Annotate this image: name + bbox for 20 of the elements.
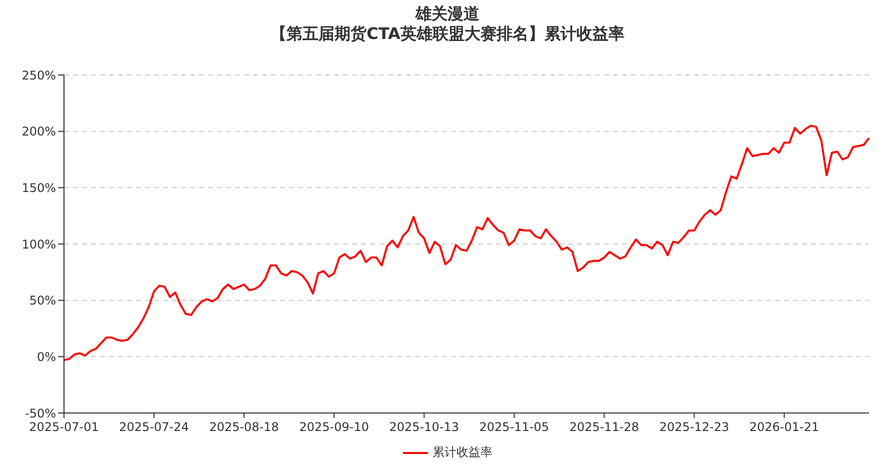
x-tick-label: 2025-08-18 — [209, 420, 279, 434]
chart-title: 雄关漫道 — [414, 4, 480, 24]
y-tick-label: 250% — [22, 68, 56, 82]
x-tick-label: 2025-12-23 — [659, 420, 730, 434]
chart-subtitle: 【第五届期货CTA英雄联盟大赛排名】累计收益率 — [270, 24, 626, 44]
y-tick-label: 200% — [22, 124, 56, 139]
x-tick-label: 2025-07-24 — [119, 420, 189, 434]
y-tick-label: -50% — [24, 406, 56, 420]
legend-label: 累计收益率 — [432, 444, 492, 461]
y-tick-label: 50% — [29, 294, 56, 308]
x-tick-label: 2025-09-10 — [299, 420, 369, 434]
y-tick-label: 100% — [22, 237, 56, 252]
x-tick-label: 2025-11-05 — [479, 420, 550, 434]
x-tick-label: 2025-11-28 — [569, 420, 640, 434]
x-tick-label: 2026-01-21 — [749, 420, 820, 434]
y-tick-label: 0% — [36, 350, 56, 364]
y-tick-label: 150% — [22, 180, 56, 195]
x-tick-label: 2025-07-01 — [29, 420, 99, 434]
line-series — [63, 124, 870, 362]
x-tick-label: 2025-10-13 — [389, 420, 460, 434]
